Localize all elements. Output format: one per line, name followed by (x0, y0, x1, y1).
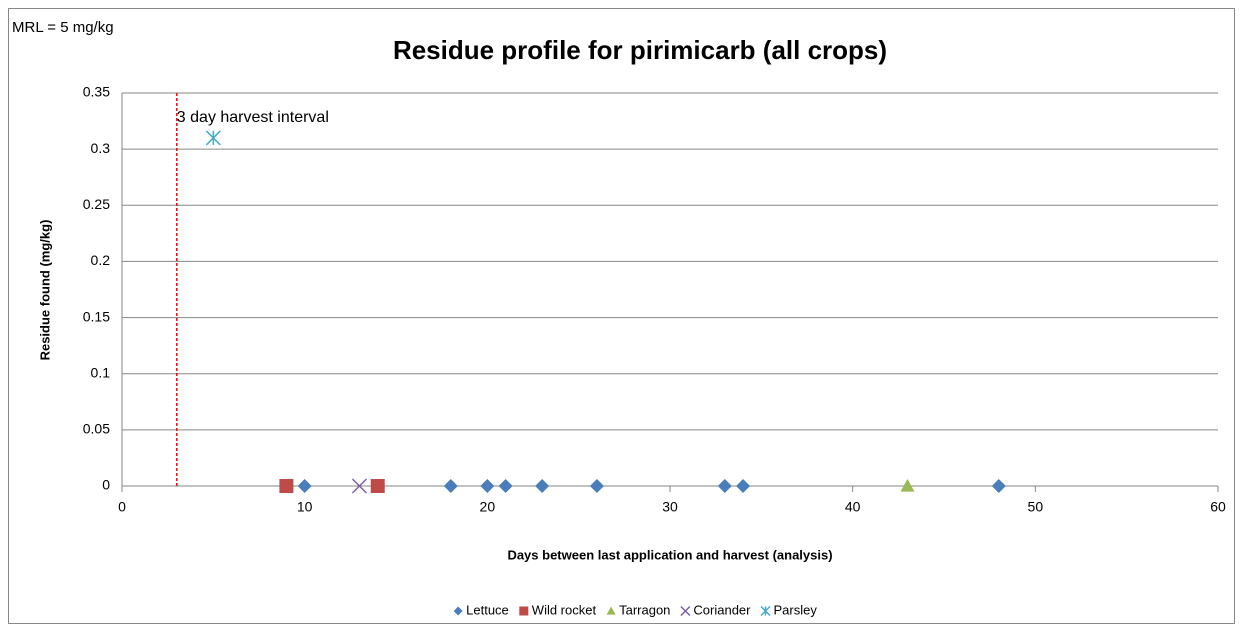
legend-label: Coriander (693, 602, 751, 617)
legend-label: Tarragon (619, 602, 670, 617)
y-tick-label: 0.3 (91, 140, 111, 156)
marker (717, 479, 732, 493)
legend: Lettuce Wild rocket Tarragon Coriander Parsl… (453, 602, 818, 617)
legend-item: Lettuce (453, 602, 509, 617)
diamond (589, 479, 604, 493)
y-tick-label: 0.15 (83, 308, 110, 324)
square (279, 479, 294, 493)
asterisk (760, 605, 771, 617)
triangle (606, 606, 616, 615)
diamond (535, 479, 550, 493)
marker (370, 479, 385, 493)
legend-label: Parsley (774, 602, 818, 617)
marker (535, 479, 550, 493)
chart-border (8, 8, 1235, 624)
y-tick-label: 0.2 (91, 252, 111, 268)
legend-item: Wild rocket (519, 602, 596, 617)
chart-title: Residue profile for pirimicarb (all crop… (393, 35, 887, 65)
triangle (900, 479, 915, 492)
marker (589, 479, 604, 493)
cross (351, 478, 367, 494)
square (370, 479, 385, 493)
legend-label: Lettuce (466, 602, 509, 617)
diamond (498, 479, 513, 493)
diamond (736, 479, 751, 493)
marker (205, 130, 221, 146)
x-tick-label: 50 (1028, 499, 1044, 515)
legend-item: Parsley (760, 602, 818, 617)
x-tick-label: 10 (297, 499, 313, 515)
diamond (297, 479, 312, 493)
diamond (443, 479, 458, 493)
marker (991, 479, 1006, 493)
legend-item: Coriander (680, 602, 751, 617)
marker (519, 606, 529, 616)
marker (279, 479, 294, 493)
mrl-note: MRL = 5 mg/kg (12, 19, 114, 36)
y-axis-label: Residue found (mg/kg) (37, 220, 52, 361)
y-tick-label: 0 (102, 477, 110, 493)
x-tick-label: 40 (845, 499, 861, 515)
diamond (991, 479, 1006, 493)
marker (760, 605, 771, 617)
y-tick-label: 0.35 (83, 84, 110, 100)
x-tick-label: 20 (480, 499, 496, 515)
legend-item: Tarragon (606, 602, 670, 617)
y-tick-label: 0.1 (91, 364, 111, 380)
marker (900, 479, 915, 492)
marker (606, 606, 616, 615)
x-tick-label: 60 (1210, 499, 1226, 515)
marker (453, 606, 463, 616)
marker (297, 479, 312, 493)
marker (443, 479, 458, 493)
square (519, 606, 529, 616)
x-axis-label: Days between last application and harves… (507, 547, 832, 562)
marker (736, 479, 751, 493)
asterisk (205, 130, 221, 146)
x-tick-label: 0 (118, 499, 126, 515)
diamond (453, 606, 463, 616)
marker (480, 479, 495, 493)
marker (680, 605, 691, 617)
diamond (480, 479, 495, 493)
legend-label: Wild rocket (532, 602, 597, 617)
diamond (717, 479, 732, 493)
y-tick-label: 0.25 (83, 196, 110, 212)
y-tick-label: 0.05 (83, 421, 110, 437)
marker (498, 479, 513, 493)
cross (680, 605, 691, 617)
marker (351, 478, 367, 494)
x-tick-label: 30 (662, 499, 678, 515)
reference-label: 3 day harvest interval (177, 109, 329, 126)
